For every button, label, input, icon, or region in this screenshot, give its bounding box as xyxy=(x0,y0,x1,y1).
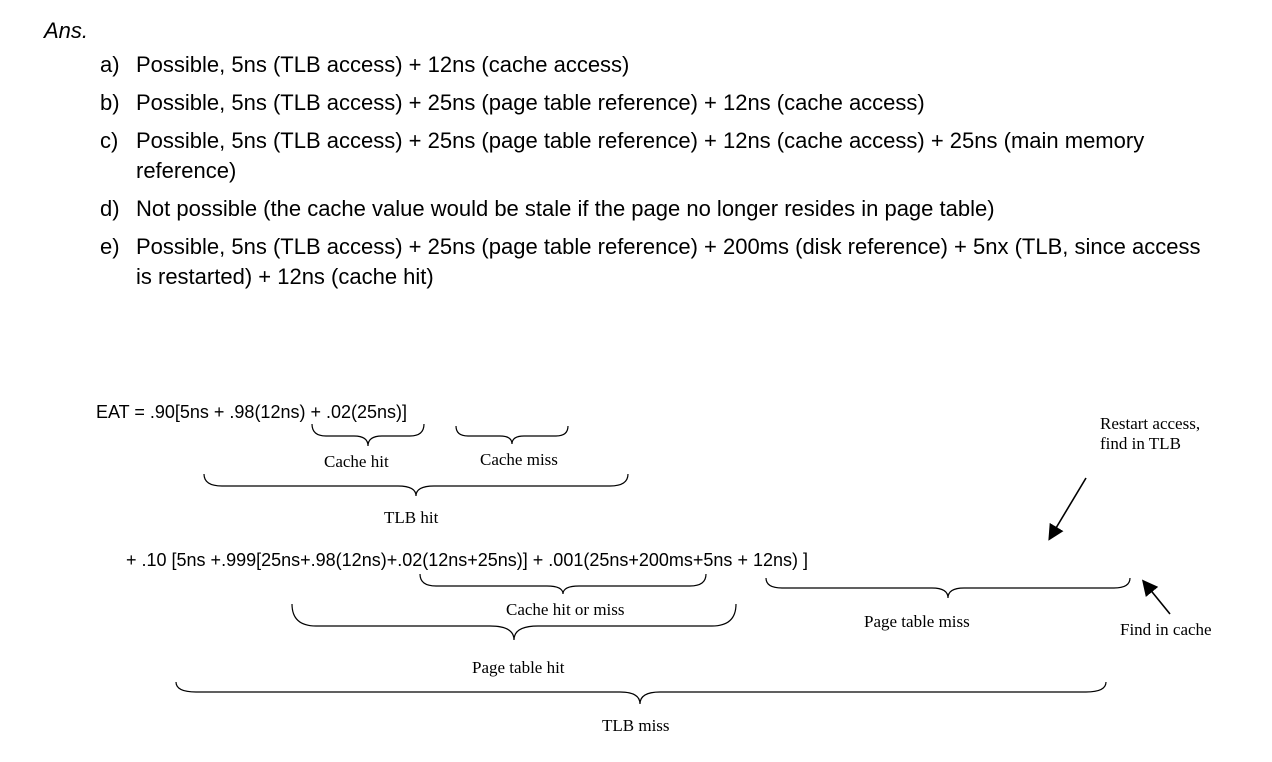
answer-heading: Ans. xyxy=(44,18,89,43)
brace-cache-miss xyxy=(455,425,569,445)
eat-equation-line1: EAT = .90[5ns + .98(12ns) + .02(25ns)] xyxy=(96,402,408,422)
arrow-find-in-cache xyxy=(1141,579,1171,615)
brace-cache-hit xyxy=(311,423,425,447)
item-text: Possible, 5ns (TLB access) + 25ns (page … xyxy=(136,128,1145,183)
item-text: Possible, 5ns (TLB access) + 12ns (cache… xyxy=(136,52,630,77)
item-marker: c) xyxy=(100,128,119,153)
item-marker: d) xyxy=(100,196,120,221)
label-restart-line1: Restart access, xyxy=(1100,414,1201,433)
item-text: Possible, 5ns (TLB access) + 25ns (page … xyxy=(136,234,1201,289)
arrow-restart-access xyxy=(1048,477,1087,541)
brace-page-table-hit xyxy=(291,603,737,641)
item-marker: e) xyxy=(100,234,120,259)
brace-page-table-miss xyxy=(765,577,1131,599)
item-marker: a) xyxy=(100,52,120,77)
label-tlb-miss: TLB miss xyxy=(602,716,670,735)
answer-item-e: e) Possible, 5ns (TLB access) + 25ns (pag… xyxy=(100,232,1220,292)
answer-item-b: b) Possible, 5ns (TLB access) + 25ns (pag… xyxy=(100,88,1220,118)
item-marker: b) xyxy=(100,90,120,115)
answer-list: a) Possible, 5ns (TLB access) + 12ns (cac… xyxy=(100,50,1220,300)
brace-cache-hit-or-miss xyxy=(419,573,707,595)
label-cache-miss: Cache miss xyxy=(480,450,558,469)
label-page-table-hit: Page table hit xyxy=(472,658,565,677)
eat-equation-line2: + .10 [5ns +.999[25ns+.98(12ns)+.02(12ns… xyxy=(126,550,808,570)
label-cache-hit-or-miss: Cache hit or miss xyxy=(506,600,625,619)
label-restart-line2: find in TLB xyxy=(1100,434,1181,453)
item-text: Possible, 5ns (TLB access) + 25ns (page … xyxy=(136,90,925,115)
brace-tlb-hit xyxy=(203,473,629,497)
label-tlb-hit: TLB hit xyxy=(384,508,439,527)
label-cache-hit: Cache hit xyxy=(324,452,389,471)
label-page-table-miss: Page table miss xyxy=(864,612,970,631)
answer-item-d: d) Not possible (the cache value would be… xyxy=(100,194,1220,224)
item-text: Not possible (the cache value would be s… xyxy=(136,196,995,221)
label-find-in-cache: Find in cache xyxy=(1120,620,1212,639)
brace-tlb-miss xyxy=(175,681,1107,705)
answer-item-c: c) Possible, 5ns (TLB access) + 25ns (pag… xyxy=(100,126,1220,186)
answer-item-a: a) Possible, 5ns (TLB access) + 12ns (cac… xyxy=(100,50,1220,80)
